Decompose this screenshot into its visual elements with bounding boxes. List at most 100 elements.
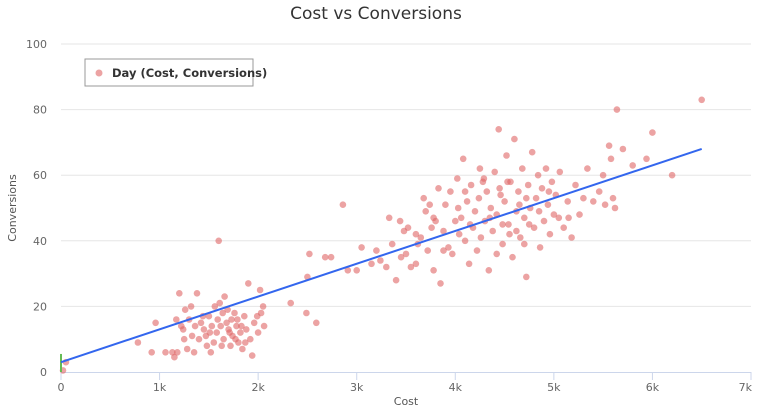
data-point[interactable] [210, 339, 218, 346]
data-point[interactable] [668, 171, 676, 179]
data-point[interactable] [412, 260, 420, 268]
data-point[interactable] [358, 244, 365, 251]
data-point[interactable] [440, 227, 447, 235]
data-point[interactable] [180, 335, 188, 343]
data-point[interactable] [253, 312, 261, 320]
data-point[interactable] [243, 326, 250, 333]
data-point[interactable] [176, 290, 183, 297]
data-point[interactable] [442, 201, 449, 208]
data-point[interactable] [181, 306, 189, 314]
data-point[interactable] [303, 309, 310, 317]
data-point[interactable] [538, 185, 546, 192]
data-point[interactable] [503, 152, 510, 159]
data-point[interactable] [480, 175, 488, 182]
data-point[interactable] [521, 214, 528, 222]
data-point[interactable] [417, 234, 425, 241]
data-point[interactable] [496, 185, 503, 192]
data-point[interactable] [505, 221, 512, 228]
data-point[interactable] [643, 155, 650, 163]
data-point[interactable] [445, 244, 452, 251]
data-point[interactable] [611, 204, 619, 212]
data-point[interactable] [218, 342, 225, 350]
data-point[interactable] [256, 286, 264, 294]
data-point[interactable] [223, 319, 230, 327]
data-point[interactable] [528, 148, 536, 156]
data-point[interactable] [517, 234, 524, 241]
data-point[interactable] [287, 299, 295, 307]
data-point[interactable] [544, 201, 552, 208]
data-point[interactable] [190, 349, 198, 356]
data-point[interactable] [242, 339, 249, 346]
data-point[interactable] [546, 230, 554, 238]
data-point[interactable] [407, 263, 415, 271]
data-point[interactable] [564, 198, 571, 205]
data-point[interactable] [599, 171, 607, 179]
data-point[interactable] [519, 165, 526, 172]
data-point[interactable] [231, 309, 238, 317]
data-point[interactable] [487, 204, 495, 212]
data-point[interactable] [521, 240, 528, 248]
data-point[interactable] [193, 290, 201, 297]
data-point[interactable] [452, 217, 459, 225]
data-point[interactable] [208, 322, 216, 330]
data-point[interactable] [475, 194, 483, 202]
data-point[interactable] [461, 188, 469, 195]
data-point[interactable] [550, 211, 558, 218]
data-point[interactable] [572, 181, 579, 189]
data-point[interactable] [207, 349, 215, 356]
data-point[interactable] [412, 230, 420, 238]
data-point[interactable] [545, 188, 553, 195]
data-point[interactable] [213, 329, 220, 336]
data-point[interactable] [430, 214, 437, 222]
data-point[interactable] [613, 106, 621, 113]
data-point[interactable] [499, 240, 506, 248]
data-point[interactable] [619, 145, 627, 153]
data-point[interactable] [523, 273, 530, 281]
data-point[interactable] [402, 250, 410, 258]
data-point[interactable] [568, 234, 575, 241]
data-point[interactable] [259, 303, 267, 310]
data-point[interactable] [171, 353, 178, 361]
data-point[interactable] [454, 175, 461, 182]
data-point[interactable] [524, 181, 532, 189]
data-point[interactable] [535, 208, 543, 215]
data-point[interactable] [515, 188, 522, 195]
data-point[interactable] [313, 319, 320, 327]
data-point[interactable] [534, 171, 542, 179]
data-point[interactable] [523, 194, 530, 202]
data-point[interactable] [396, 217, 404, 225]
data-point[interactable] [219, 309, 226, 317]
data-point[interactable] [183, 345, 191, 353]
data-point[interactable] [455, 230, 463, 238]
data-point[interactable] [605, 142, 613, 149]
data-point[interactable] [555, 214, 563, 222]
data-point[interactable] [530, 224, 538, 231]
data-point[interactable] [304, 273, 311, 281]
data-point[interactable] [200, 326, 208, 333]
data-point[interactable] [197, 319, 205, 327]
data-point[interactable] [576, 211, 583, 218]
data-point[interactable] [471, 208, 479, 215]
data-point[interactable] [440, 247, 447, 254]
data-point[interactable] [306, 250, 313, 258]
data-point[interactable] [148, 349, 155, 356]
data-point[interactable] [506, 230, 513, 238]
data-point[interactable] [601, 201, 609, 208]
data-point[interactable] [220, 335, 227, 343]
data-point[interactable] [173, 316, 180, 323]
data-point[interactable] [516, 201, 523, 208]
data-point[interactable] [247, 335, 254, 343]
data-point[interactable] [368, 260, 375, 268]
data-point[interactable] [580, 194, 587, 202]
data-point[interactable] [461, 237, 469, 245]
data-point[interactable] [430, 267, 437, 274]
legend-label[interactable]: Day (Cost, Conversions) [112, 66, 267, 80]
data-point[interactable] [260, 322, 268, 330]
data-point[interactable] [392, 276, 400, 284]
legend[interactable]: Day (Cost, Conversions) [84, 58, 267, 87]
data-point[interactable] [424, 247, 432, 254]
data-point[interactable] [237, 329, 244, 336]
data-point[interactable] [497, 191, 504, 199]
data-point[interactable] [238, 322, 245, 330]
data-point[interactable] [542, 165, 550, 172]
